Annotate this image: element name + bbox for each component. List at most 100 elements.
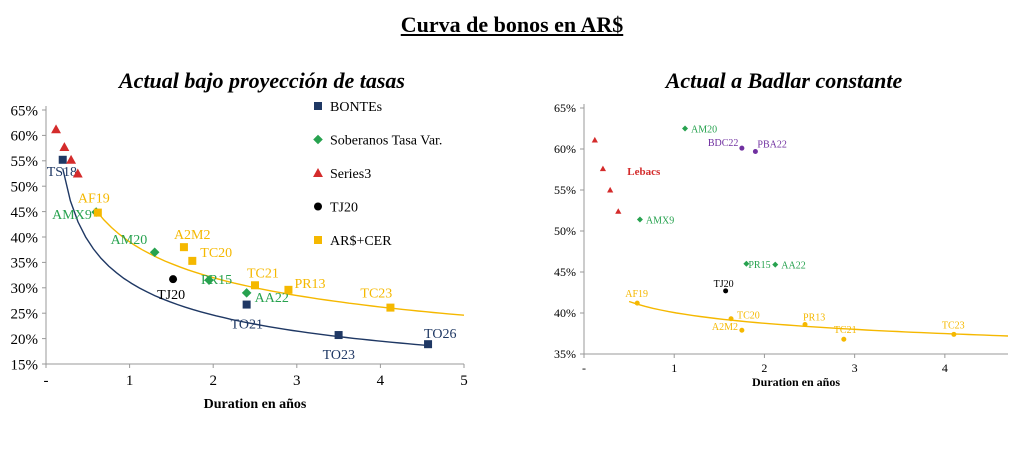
right-point-4-5: [951, 331, 957, 337]
right-point-4-1: [728, 316, 734, 322]
left-data-label: TC20: [200, 246, 232, 261]
left-x-tick-label: 1: [126, 373, 134, 389]
left-point-2-1: [59, 142, 70, 152]
right-y-tick-label: 40%: [554, 306, 576, 320]
right-point-1-1: [636, 216, 643, 223]
left-y-tick-label: 65%: [11, 103, 39, 119]
right-data-label: TJ20: [714, 279, 734, 290]
right-point-1-3: [772, 261, 779, 268]
right-data-label: AF19: [625, 289, 648, 300]
left-point-4-4: [284, 285, 293, 294]
left-legend-marker-0: [314, 102, 322, 110]
right-x-tick-label: 3: [852, 361, 858, 375]
left-point-4-3: [251, 281, 259, 290]
right-point-4-4: [841, 336, 847, 342]
left-y-tick-label: 45%: [11, 205, 39, 221]
right-point-4-3: [802, 321, 808, 327]
right-point-1-0: [682, 125, 689, 132]
left-trendline-0: [62, 168, 431, 347]
right-y-tick-label: 45%: [554, 265, 576, 279]
right-data-label: BDC22: [708, 138, 739, 149]
left-x-tick-label: 4: [377, 373, 385, 389]
right-x-tick-label: -: [582, 361, 586, 375]
left-y-tick-label: 25%: [11, 306, 39, 322]
left-point-2-2: [66, 154, 77, 164]
left-point-0-3: [424, 340, 433, 349]
right-point-4-2: [739, 327, 745, 333]
left-point-0-1: [242, 300, 251, 309]
left-point-0-2: [334, 331, 343, 340]
left-legend-marker-2: [313, 168, 323, 177]
left-data-label: PR15: [201, 273, 232, 288]
left-y-tick-label: 35%: [11, 256, 39, 272]
left-point-4-1: [179, 243, 188, 252]
left-data-label: AA22: [255, 291, 289, 306]
chart-title-right: Actual a Badlar constante: [665, 68, 903, 93]
left-data-label: PR13: [294, 277, 325, 292]
right-y-tick-label: 55%: [554, 183, 576, 197]
left-trendline-4: [95, 210, 465, 316]
right-y-tick-label: 60%: [554, 142, 576, 156]
right-point-1-2: [743, 260, 750, 267]
left-legend-marker-3: [314, 202, 322, 211]
left-y-tick-label: 30%: [11, 281, 39, 297]
left-point-2-0: [51, 124, 61, 134]
right-data-label: PR15: [748, 260, 770, 271]
left-point-4-2: [188, 256, 197, 265]
left-x-tick-label: 2: [209, 373, 217, 389]
right-x-tick-label: 1: [671, 361, 677, 375]
left-point-4-5: [386, 303, 395, 312]
left-y-tick-label: 40%: [11, 230, 39, 246]
right-point-4-0: [634, 300, 640, 306]
right-data-label: TC21: [834, 325, 857, 336]
right-data-label: AMX9: [646, 216, 674, 227]
left-legend-label: AR$+CER: [330, 234, 392, 249]
right-series-label: Lebacs: [627, 166, 661, 178]
right-point-0-2: [607, 186, 614, 193]
left-data-label: TO26: [424, 327, 456, 342]
left-y-tick-label: 20%: [11, 332, 39, 348]
left-x-tick-label: 5: [460, 373, 468, 389]
right-data-label: PBA22: [757, 139, 786, 150]
left-data-label: AF19: [78, 192, 110, 207]
right-x-axis-title: Duration en años: [752, 375, 840, 389]
left-y-tick-label: 55%: [11, 154, 39, 170]
left-data-label: A2M2: [174, 228, 211, 243]
left-legend-label: TJ20: [330, 201, 358, 216]
left-y-tick-label: 15%: [11, 357, 39, 373]
left-y-tick-label: 50%: [11, 179, 39, 195]
left-legend-marker-1: [313, 134, 323, 145]
left-data-label: TC23: [360, 287, 392, 302]
right-point-0-1: [599, 165, 607, 172]
left-legend-marker-4: [314, 236, 322, 244]
left-point-1-1: [149, 247, 160, 258]
right-data-label: A2M2: [712, 322, 738, 333]
right-data-label: AA22: [781, 261, 805, 272]
left-x-axis-title: Duration en años: [204, 397, 307, 412]
left-legend-label: Series3: [330, 167, 371, 182]
left-point-2-3: [72, 168, 83, 178]
left-point-0-0: [58, 155, 67, 164]
chart-title-left: Actual bajo proyección de tasas: [119, 68, 405, 93]
left-legend-label: BONTEs: [330, 100, 382, 115]
left-x-tick-label: 3: [293, 373, 301, 389]
right-point-0-3: [615, 208, 622, 214]
right-data-label: TC20: [737, 311, 760, 322]
right-x-tick-label: 2: [761, 361, 767, 375]
right-point-2-1: [752, 148, 758, 154]
right-data-label: TC23: [942, 320, 965, 331]
right-point-2-0: [739, 145, 745, 151]
left-data-label: TC21: [247, 266, 279, 281]
left-data-label: AM20: [111, 233, 148, 248]
left-data-label: TS18: [47, 165, 77, 180]
left-y-tick-label: 60%: [11, 129, 39, 145]
left-point-3-0: [169, 275, 178, 284]
right-trendline-4: [628, 300, 1009, 337]
left-point-4-0: [93, 208, 102, 217]
right-y-tick-label: 50%: [554, 224, 576, 238]
right-data-label: AM20: [691, 125, 717, 136]
page-title: Curva de bonos en AR$: [400, 12, 624, 37]
left-data-label: TO21: [231, 318, 263, 333]
left-data-label: AMX9: [52, 208, 92, 223]
